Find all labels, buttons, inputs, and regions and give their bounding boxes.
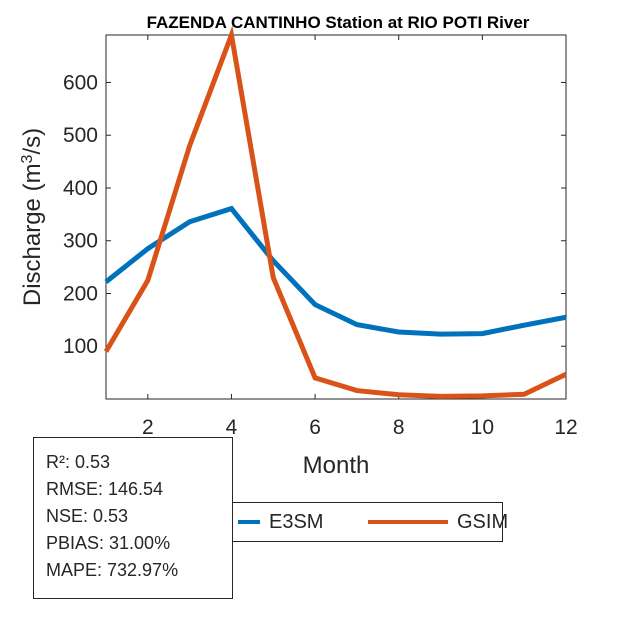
y-axis-label-end: /s)	[19, 128, 46, 155]
series-line-gsim	[103, 25, 568, 399]
chart-title: FAZENDA CANTINHO Station at RIO POTI Riv…	[147, 13, 530, 32]
legend-swatch-gsim	[368, 520, 448, 524]
y-tick-label: 300	[63, 230, 98, 253]
stat-r2: R²: 0.53	[46, 452, 111, 472]
y-tick-label: 500	[63, 124, 98, 147]
series-line-e3sm	[104, 205, 567, 337]
legend-swatch-e3sm	[238, 520, 260, 524]
legend: E3SM GSIM	[233, 502, 508, 542]
x-tick-label: 4	[226, 416, 238, 439]
x-axis-label: Month	[303, 452, 370, 479]
axis-ticks: 2 4 6 8 10 12 100 200 300 400 500 600	[63, 35, 578, 439]
y-tick-label: 200	[63, 282, 98, 305]
legend-item-e3sm: E3SM	[238, 503, 323, 541]
y-axis-label: Discharge (m3/s)	[19, 128, 46, 306]
y-axis-label-main: Discharge (m	[19, 163, 46, 306]
stats-box: R²: 0.53 RMSE: 146.54 NSE: 0.53 PBIAS: 3…	[33, 437, 233, 599]
stat-mape: MAPE: 732.97%	[46, 560, 179, 580]
stat-rmse: RMSE: 146.54	[46, 479, 164, 499]
legend-item-gsim: GSIM	[368, 503, 508, 541]
x-tick-label: 12	[554, 416, 577, 439]
y-tick-label: 400	[63, 177, 98, 200]
y-tick-label: 600	[63, 71, 98, 94]
series-lines	[103, 25, 568, 399]
x-tick-label: 2	[142, 416, 154, 439]
plot-area	[105, 34, 567, 400]
x-tick-label: 10	[471, 416, 494, 439]
y-axis-label-exponent: 3	[19, 154, 36, 163]
legend-label-e3sm: E3SM	[269, 510, 324, 533]
x-tick-label: 6	[309, 416, 321, 439]
legend-label-gsim: GSIM	[457, 510, 509, 533]
x-tick-label: 8	[393, 416, 405, 439]
stat-nse: NSE: 0.53	[46, 506, 129, 526]
stat-pbias: PBIAS: 31.00%	[46, 533, 171, 553]
y-tick-label: 100	[63, 335, 98, 358]
